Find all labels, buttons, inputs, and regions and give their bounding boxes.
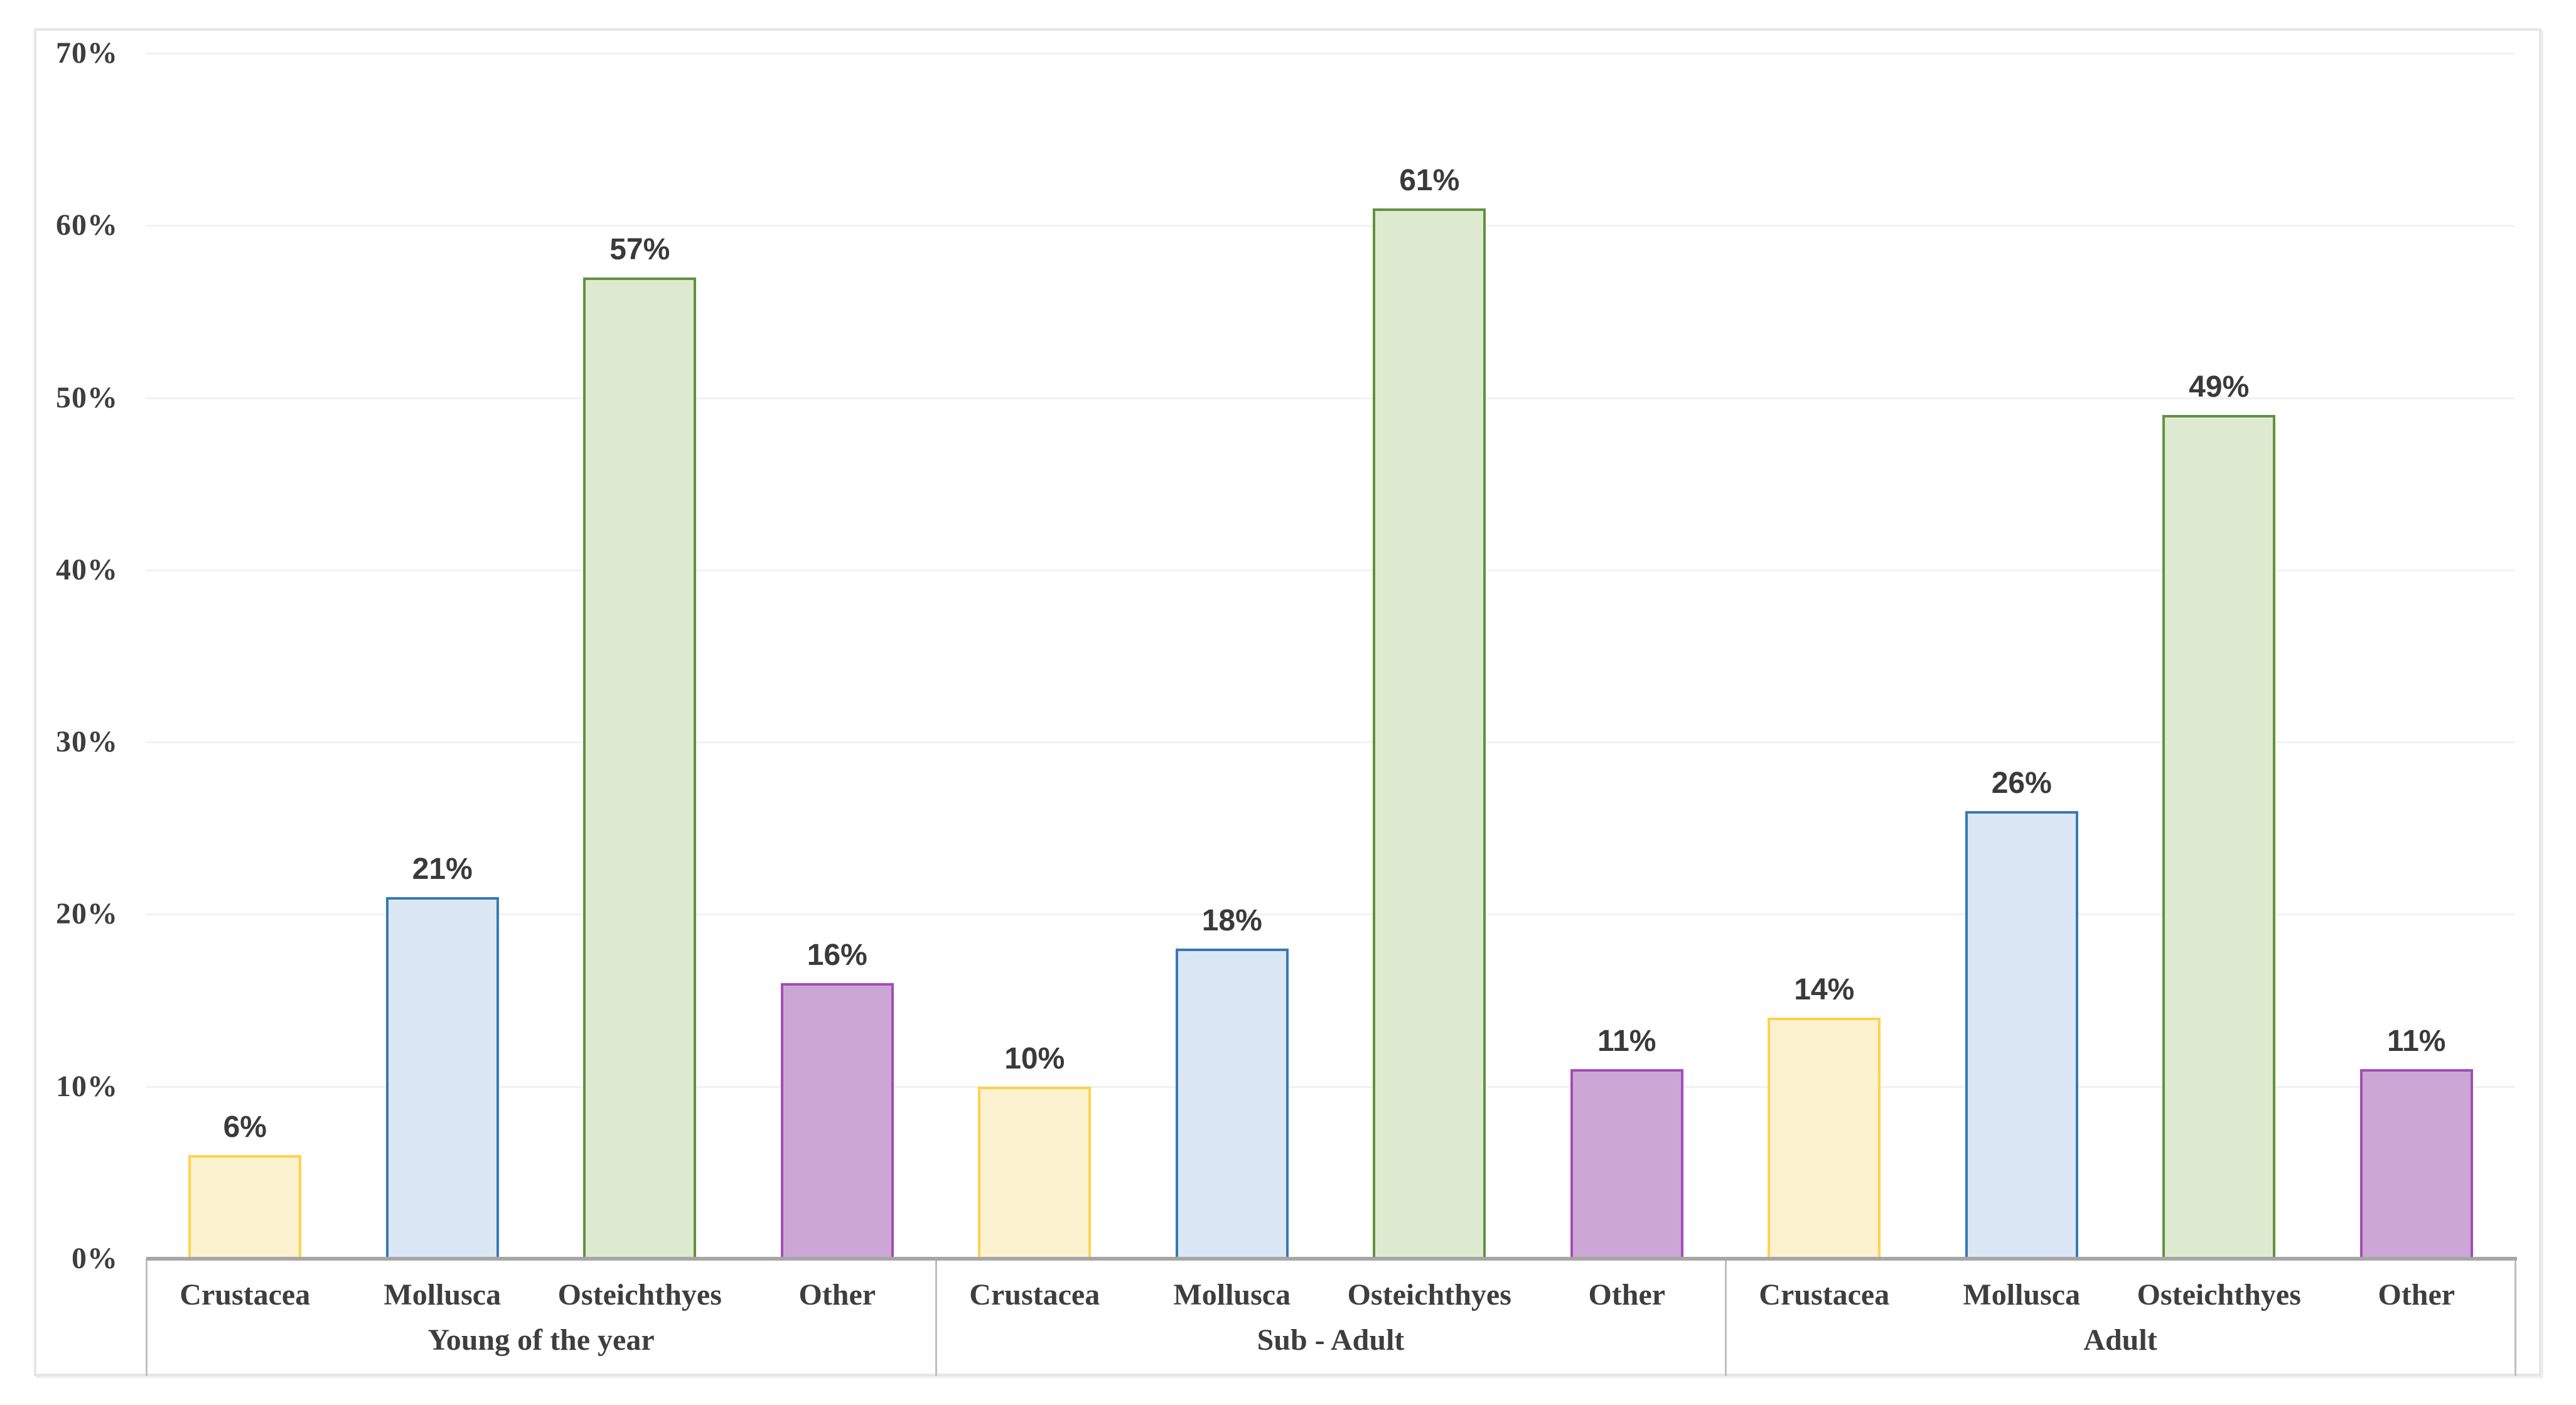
y-tick-label: 40% <box>56 552 118 586</box>
gridline-60pct <box>146 225 2515 227</box>
category-label-other: Other <box>798 1278 876 1311</box>
group-label-young-of-the-year: Young of the year <box>427 1323 655 1357</box>
gridline-50pct <box>146 397 2515 399</box>
bar-sub-adult-other <box>1570 1069 1683 1259</box>
value-label-young-of-the-year-other: 16% <box>807 939 867 972</box>
category-label-other: Other <box>1588 1278 1666 1311</box>
group-label-sub-adult: Sub - Adult <box>1257 1323 1405 1357</box>
y-tick-label: 30% <box>56 725 118 759</box>
gridline-70pct <box>146 53 2515 55</box>
value-label-young-of-the-year-mollusca: 21% <box>412 853 473 886</box>
gridline-30pct <box>146 741 2515 744</box>
group-separator <box>935 1259 937 1376</box>
value-label-adult-crustacea: 14% <box>1794 973 1855 1006</box>
bar-young-of-the-year-other <box>780 983 894 1259</box>
category-box-left-border <box>146 1259 148 1376</box>
y-tick-label: 10% <box>56 1069 118 1103</box>
category-label-crustacea: Crustacea <box>969 1278 1100 1311</box>
value-label-young-of-the-year-osteichthyes: 57% <box>609 232 670 266</box>
category-label-other: Other <box>2378 1278 2455 1311</box>
value-label-sub-adult-mollusca: 18% <box>1201 904 1262 938</box>
value-label-sub-adult-osteichthyes: 61% <box>1399 163 1460 197</box>
gridline-10pct <box>146 1085 2515 1088</box>
group-label-adult: Adult <box>2083 1323 2157 1357</box>
bar-sub-adult-crustacea <box>978 1086 1092 1259</box>
value-label-adult-mollusca: 26% <box>1991 766 2052 800</box>
gridline-20pct <box>146 913 2515 916</box>
bar-young-of-the-year-osteichthyes <box>583 277 697 1259</box>
y-tick-label: 50% <box>56 380 118 414</box>
category-label-mollusca: Mollusca <box>384 1278 502 1311</box>
value-label-sub-adult-crustacea: 10% <box>1004 1042 1065 1075</box>
y-tick-label: 20% <box>56 897 118 931</box>
bar-adult-mollusca <box>1965 810 2078 1259</box>
value-label-young-of-the-year-crustacea: 6% <box>223 1111 267 1144</box>
bar-sub-adult-mollusca <box>1175 949 1289 1259</box>
y-tick-label: 70% <box>56 36 118 70</box>
x-axis-line <box>146 1257 2517 1261</box>
y-tick-label: 0% <box>72 1242 118 1275</box>
category-label-mollusca: Mollusca <box>1173 1278 1291 1311</box>
category-label-osteichthyes: Osteichthyes <box>1347 1278 1511 1311</box>
value-label-adult-osteichthyes: 49% <box>2189 370 2250 404</box>
value-label-adult-other: 11% <box>2387 1025 2446 1058</box>
y-tick-label: 60% <box>56 208 118 242</box>
category-box-right-border <box>2514 1259 2516 1376</box>
bar-adult-osteichthyes <box>2162 415 2276 1259</box>
category-label-osteichthyes: Osteichthyes <box>2137 1278 2301 1311</box>
gridline-40pct <box>146 569 2515 571</box>
category-label-crustacea: Crustacea <box>1759 1278 1890 1311</box>
bar-adult-crustacea <box>1768 1018 1881 1259</box>
bar-sub-adult-osteichthyes <box>1373 208 1486 1259</box>
bar-adult-other <box>2359 1069 2473 1259</box>
category-label-mollusca: Mollusca <box>1963 1278 2081 1311</box>
value-label-sub-adult-other: 11% <box>1597 1025 1656 1058</box>
category-label-osteichthyes: Osteichthyes <box>557 1278 722 1311</box>
bar-young-of-the-year-mollusca <box>385 897 499 1259</box>
category-label-crustacea: Crustacea <box>180 1278 311 1311</box>
bar-young-of-the-year-crustacea <box>188 1155 302 1259</box>
group-separator <box>1725 1259 1727 1376</box>
